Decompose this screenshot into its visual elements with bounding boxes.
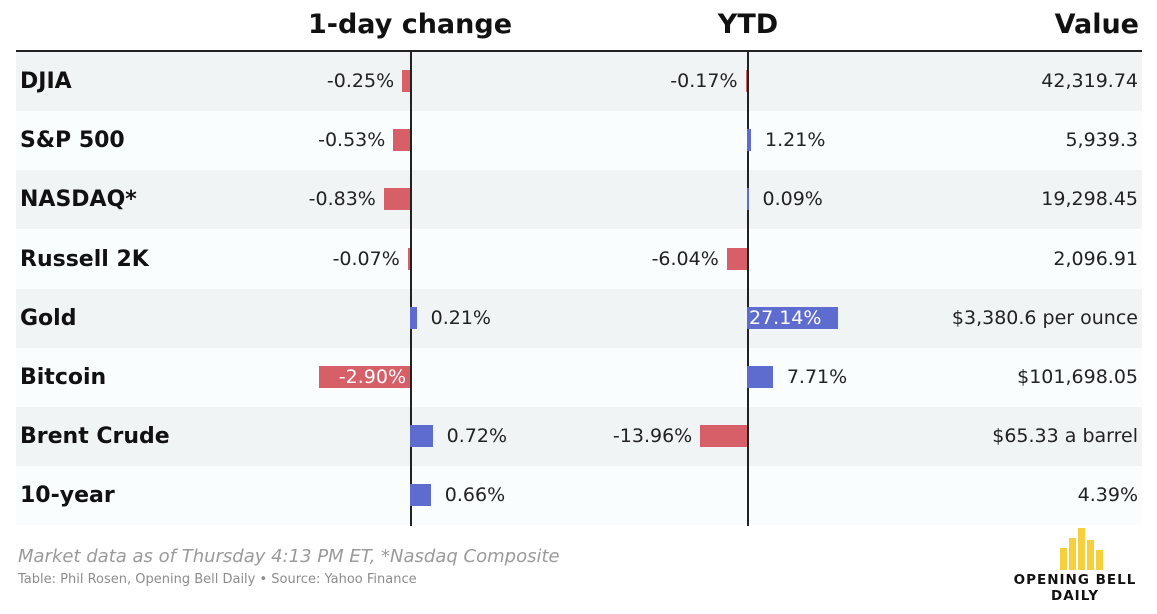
- one_day-label: 0.21%: [430, 306, 491, 329]
- one-day-zero-axis: [410, 52, 412, 526]
- row-value: 5,939.3: [1065, 129, 1138, 152]
- table-row: Gold $3,380.6 per ounce: [16, 288, 1142, 348]
- one_day-bar: [383, 188, 410, 211]
- one_day-bar: [410, 484, 431, 507]
- ytd-label: 1.21%: [765, 129, 826, 152]
- row-name: NASDAQ*: [20, 187, 137, 213]
- header-one-day-change: 1-day change: [307, 9, 513, 40]
- row-value: 2,096.91: [1053, 247, 1138, 270]
- row-value: 4.39%: [1077, 484, 1138, 507]
- ytd-bar: [700, 425, 747, 448]
- one_day-bar: [402, 70, 410, 92]
- row-value: 19,298.45: [1041, 188, 1138, 211]
- logo-line-1: OPENING BELL: [1013, 572, 1137, 588]
- header-rule: [16, 50, 1142, 52]
- ytd-bar: [745, 70, 747, 92]
- ytd-label: -6.04%: [651, 247, 719, 270]
- row-name: Gold: [20, 305, 77, 331]
- one_day-label: -0.07%: [332, 247, 400, 270]
- table-row: DJIA 42,319.74: [16, 52, 1142, 111]
- table-row: Russell 2K 2,096.91: [16, 229, 1142, 289]
- row-name: S&P 500: [20, 128, 125, 154]
- ytd-label: -0.17%: [670, 70, 738, 92]
- one_day-bar: [393, 129, 410, 152]
- header-value: Value: [1054, 9, 1139, 40]
- ytd-label: 27.14%: [749, 306, 822, 329]
- table-row: Brent Crude $65.33 a barrel: [16, 407, 1142, 467]
- one_day-label: -0.83%: [308, 188, 376, 211]
- one_day-label: -0.53%: [318, 129, 386, 152]
- row-name: 10-year: [20, 483, 115, 509]
- table-row: Bitcoin $101,698.05: [16, 348, 1142, 407]
- ytd-label: -13.96%: [612, 425, 693, 448]
- one_day-bar: [410, 425, 433, 448]
- table-row: S&P 500 5,939.3: [16, 111, 1142, 171]
- ytd-label: 0.09%: [762, 188, 823, 211]
- one_day-label: 0.66%: [444, 484, 506, 507]
- footnote: Market data as of Thursday 4:13 PM ET, *…: [18, 546, 560, 567]
- opening-bell-daily-logo: OPENING BELL DAILY: [1005, 528, 1145, 608]
- one_day-bar: [407, 247, 410, 270]
- source-credit: Table: Phil Rosen, Opening Bell Daily • …: [18, 572, 417, 587]
- ytd-label: 7.71%: [786, 366, 848, 388]
- ytd-bar: [726, 247, 747, 270]
- row-value: $65.33 a barrel: [992, 425, 1138, 448]
- one_day-label: -0.25%: [326, 70, 395, 92]
- ytd-bar: [747, 366, 773, 388]
- row-name: DJIA: [20, 69, 72, 94]
- row-value: $101,698.05: [1017, 366, 1138, 388]
- ytd-bar: [747, 129, 752, 152]
- ytd-bar: [747, 306, 838, 329]
- row-value: $3,380.6 per ounce: [951, 306, 1138, 329]
- one_day-bar: [318, 366, 410, 388]
- row-name: Bitcoin: [20, 365, 107, 390]
- one_day-label: 0.72%: [446, 425, 508, 448]
- row-name: Russell 2K: [20, 246, 149, 272]
- logo-bars-icon: [1060, 528, 1104, 570]
- header-ytd: YTD: [717, 9, 779, 40]
- one_day-bar: [410, 306, 417, 329]
- ytd-zero-axis: [747, 52, 749, 526]
- ytd-bar: [747, 188, 749, 211]
- row-name: Brent Crude: [20, 424, 170, 450]
- table-row: NASDAQ* 19,298.45: [16, 170, 1142, 230]
- logo-text: OPENING BELL DAILY: [1005, 572, 1145, 604]
- row-value: 42,319.74: [1041, 70, 1138, 92]
- logo-line-2: DAILY: [1051, 588, 1099, 604]
- table-row: 10-year 4.39%: [16, 466, 1142, 526]
- one_day-label: -2.90%: [338, 366, 406, 388]
